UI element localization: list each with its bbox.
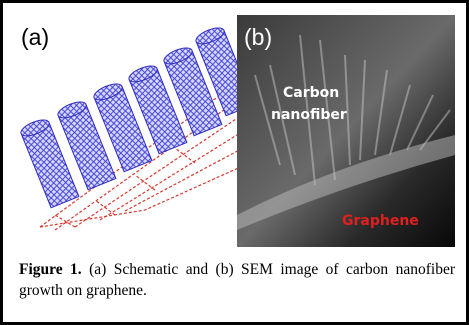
- figure-frame: (a) (b) Carbon nanofiber Graphene Figure…: [0, 0, 469, 325]
- annotation: Graphene: [342, 213, 419, 229]
- panel-label: (b): [244, 24, 272, 50]
- annotation: Carbon: [283, 85, 339, 101]
- caption-text: (a) Schematic and (b) SEM image of carbo…: [19, 261, 455, 299]
- sem-panel: (b) Carbon nanofiber Graphene: [237, 15, 455, 247]
- figure: (a) (b) Carbon nanofiber Graphene: [15, 15, 455, 247]
- caption-label: Figure 1.: [19, 261, 82, 278]
- schematic-panel: (a): [15, 15, 254, 247]
- annotation: nanofiber: [271, 107, 347, 123]
- panel-label: (a): [21, 24, 49, 50]
- caption: Figure 1. (a) Schematic and (b) SEM imag…: [19, 259, 455, 301]
